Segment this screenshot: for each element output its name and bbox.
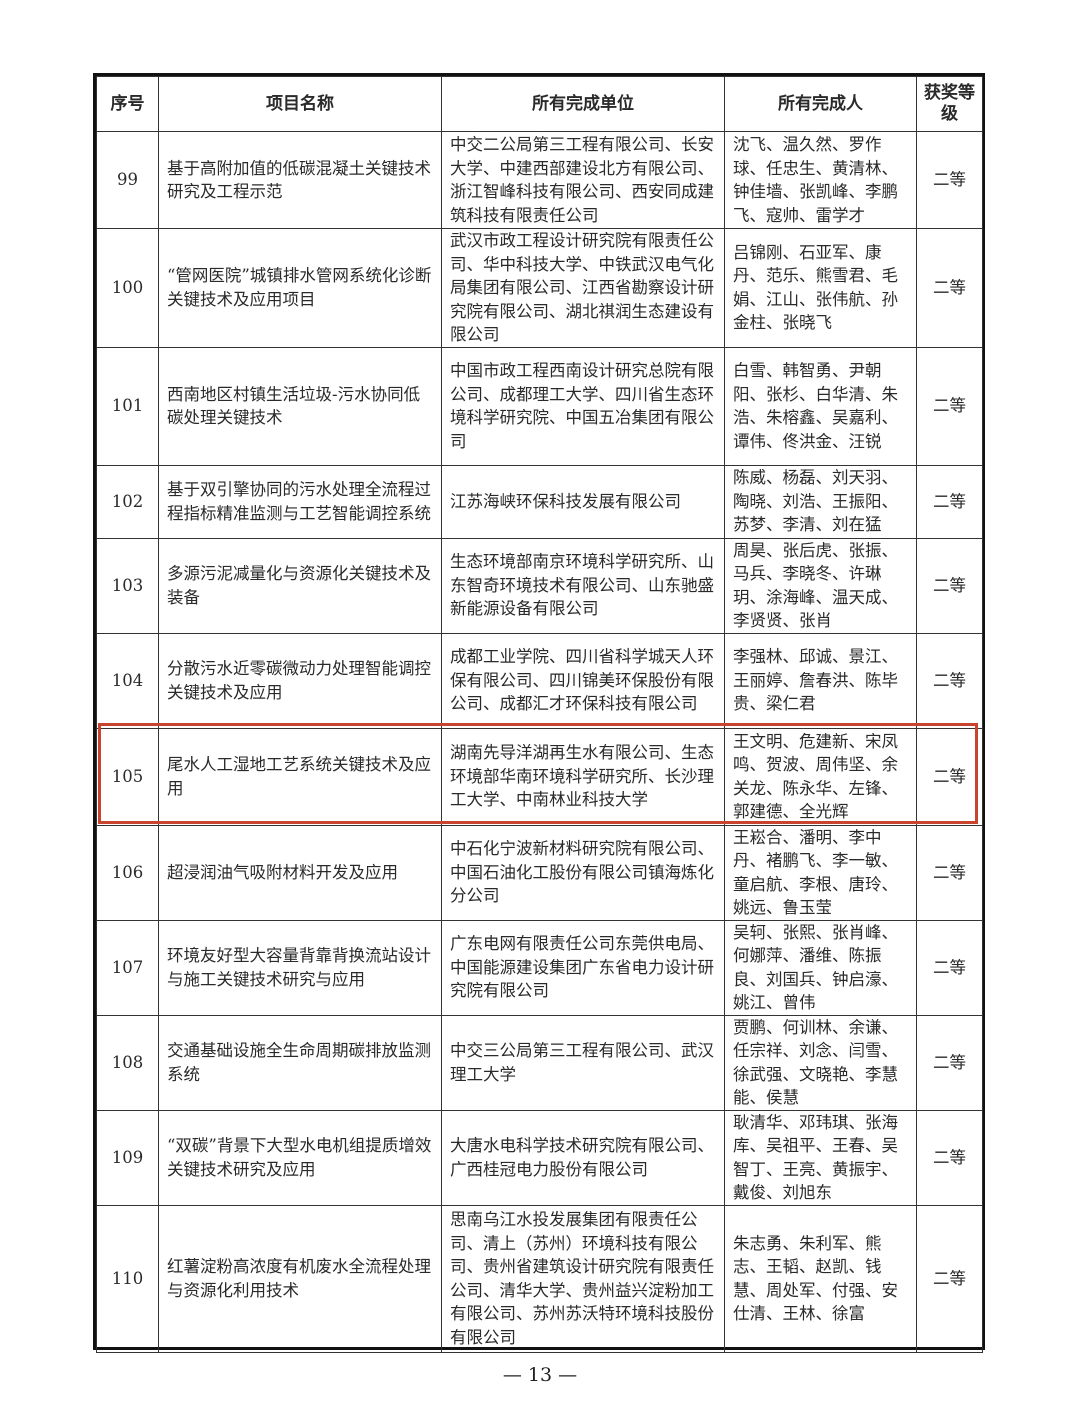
row-number: 100 [96, 228, 159, 348]
table-row: 99 基于高附加值的低碳混凝土关键技术研究及工程示范 中交二公局第三工程有限公司、长… [96, 131, 983, 229]
project-name: 西南地区村镇生活垃圾-污水协同低碳处理关键技术 [158, 346, 442, 466]
completing-units: 成都工业学院、四川省科学城天人环保有限公司、四川锦美环保股份有限公司、成都汇才环… [441, 632, 725, 729]
row-number: 104 [96, 632, 159, 729]
table-row: 108 交通基础设施全生命周期碳排放监测系统 中交三公局第三工程有限公司、武汉理工大… [96, 1014, 983, 1111]
completing-units: 湖南先导洋湖再生水有限公司、生态环境部华南环境科学研究所、长沙理工大学、中南林业… [441, 727, 725, 826]
completing-people: 周昊、张后虎、张振、马兵、李晓冬、许琳玥、涂海峰、温天成、李贤贤、张肖 [724, 537, 917, 634]
header-project-name: 项目名称 [158, 76, 442, 132]
completing-people: 王崧合、潘明、李中丹、褚鹏飞、李一敏、童启航、李根、唐玲、姚远、鲁玉莹 [724, 824, 917, 921]
row-number: 99 [96, 131, 159, 229]
project-name: “双碳”背景下大型水电机组提质增效关键技术研究及应用 [158, 1109, 442, 1206]
completing-people: 贾鹏、何训林、余谦、任宗祥、刘念、闫雪、徐武强、文晓艳、李慧能、侯慧 [724, 1014, 917, 1111]
award-level: 二等 [916, 228, 983, 348]
table-row: 109 “双碳”背景下大型水电机组提质增效关键技术研究及应用 大唐水电科学技术研究院… [96, 1109, 983, 1206]
project-name: 分散污水近零碳微动力处理智能调控关键技术及应用 [158, 632, 442, 729]
completing-units: 中石化宁波新材料研究院有限公司、中国石油化工股份有限公司镇海炼化分公司 [441, 824, 725, 921]
page-number: — 13 — [502, 1364, 578, 1386]
table-row: 107 环境友好型大容量背靠背换流站设计与施工关键技术研究与应用 广东电网有限责任公… [96, 919, 983, 1016]
project-name: 基于高附加值的低碳混凝土关键技术研究及工程示范 [158, 131, 442, 229]
project-name: 交通基础设施全生命周期碳排放监测系统 [158, 1014, 442, 1111]
header-units: 所有完成单位 [441, 76, 725, 132]
completing-people: 吴轲、张熙、张肖峰、何娜萍、潘维、陈振良、刘国兵、钟启濠、姚江、曾伟 [724, 919, 917, 1016]
row-number: 103 [96, 537, 159, 634]
award-level: 二等 [916, 346, 983, 466]
row-number: 101 [96, 346, 159, 466]
award-level: 二等 [916, 537, 983, 634]
award-level: 二等 [916, 1109, 983, 1206]
table-row: 100 “管网医院”城镇排水管网系统化诊断关键技术及应用项目 武汉市政工程设计研究院… [96, 228, 983, 348]
project-name: 红薯淀粉高浓度有机废水全流程处理与资源化利用技术 [158, 1204, 442, 1353]
header-level: 获奖等级 [916, 76, 983, 132]
completing-people: 吕锦刚、石亚军、康丹、范乐、熊雪君、毛娟、江山、张伟航、孙金柱、张晓飞 [724, 228, 917, 348]
completing-units: 思南乌江水投发展集团有限责任公司、清上（苏州）环境科技有限公司、贵州省建筑设计研… [441, 1204, 725, 1353]
project-name: 环境友好型大容量背靠背换流站设计与施工关键技术研究与应用 [158, 919, 442, 1016]
completing-units: 广东电网有限责任公司东莞供电局、中国能源建设集团广东省电力设计研究院有限公司 [441, 919, 725, 1016]
table-row: 105 尾水人工湿地工艺系统关键技术及应用 湖南先导洋湖再生水有限公司、生态环境部华… [96, 727, 983, 826]
completing-units: 江苏海峡环保科技发展有限公司 [441, 464, 725, 539]
awards-table: 序号 项目名称 所有完成单位 所有完成人 获奖等级 99 基于高附加值的低碳混凝土… [96, 76, 983, 1353]
table-row: 106 超浸润油气吸附材料开发及应用 中石化宁波新材料研究院有限公司、中国石油化工股… [96, 824, 983, 921]
table-row: 110 红薯淀粉高浓度有机废水全流程处理与资源化利用技术 思南乌江水投发展集团有限责… [96, 1204, 983, 1353]
award-level: 二等 [916, 464, 983, 539]
project-name: 尾水人工湿地工艺系统关键技术及应用 [158, 727, 442, 826]
completing-people: 白雪、韩智勇、尹朝阳、张杉、白华清、朱浩、朱榕鑫、吴嘉利、谭伟、佟洪金、汪锐 [724, 346, 917, 466]
award-level: 二等 [916, 1204, 983, 1353]
completing-units: 生态环境部南京环境科学研究所、山东智奇环境技术有限公司、山东驰盛新能源设备有限公… [441, 537, 725, 634]
award-level: 二等 [916, 824, 983, 921]
award-level: 二等 [916, 919, 983, 1016]
award-level: 二等 [916, 632, 983, 729]
project-name: “管网医院”城镇排水管网系统化诊断关键技术及应用项目 [158, 228, 442, 348]
completing-people: 陈威、杨磊、刘天羽、陶晓、刘浩、王振阳、苏梦、李清、刘在猛 [724, 464, 917, 539]
completing-people: 朱志勇、朱利军、熊志、王韬、赵凯、钱慧、周处军、付强、安仕清、王林、徐富 [724, 1204, 917, 1353]
row-number: 106 [96, 824, 159, 921]
table-row: 101 西南地区村镇生活垃圾-污水协同低碳处理关键技术 中国市政工程西南设计研究总院… [96, 346, 983, 466]
table-header-row: 序号 项目名称 所有完成单位 所有完成人 获奖等级 [96, 76, 983, 132]
award-level: 二等 [916, 131, 983, 229]
row-number: 102 [96, 464, 159, 539]
project-name: 基于双引擎协同的污水处理全流程过程指标精准监测与工艺智能调控系统 [158, 464, 442, 539]
completing-people: 李强林、邱诚、景江、王丽婷、詹春洪、陈毕贵、梁仁君 [724, 632, 917, 729]
row-number: 105 [96, 727, 159, 826]
award-level: 二等 [916, 727, 983, 826]
completing-people: 王文明、危建新、宋凤鸣、贺波、周伟坚、余关龙、陈永华、左锋、郭建德、全光辉 [724, 727, 917, 826]
row-number: 109 [96, 1109, 159, 1206]
project-name: 多源污泥减量化与资源化关键技术及装备 [158, 537, 442, 634]
project-name: 超浸润油气吸附材料开发及应用 [158, 824, 442, 921]
completing-people: 沈飞、温久然、罗作球、任忠生、黄清林、钟佳墙、张凯峰、李鹏飞、寇帅、雷学才 [724, 131, 917, 229]
completing-units: 武汉市政工程设计研究院有限责任公司、华中科技大学、中铁武汉电气化局集团有限公司、… [441, 228, 725, 348]
completing-units: 中交二公局第三工程有限公司、长安大学、中建西部建设北方有限公司、浙江智峰科技有限… [441, 131, 725, 229]
row-number: 107 [96, 919, 159, 1016]
award-level: 二等 [916, 1014, 983, 1111]
table-row: 102 基于双引擎协同的污水处理全流程过程指标精准监测与工艺智能调控系统 江苏海峡环… [96, 464, 983, 539]
table-row: 104 分散污水近零碳微动力处理智能调控关键技术及应用 成都工业学院、四川省科学城天… [96, 632, 983, 729]
completing-people: 耿清华、邓玮琪、张海库、吴祖平、王春、吴智丁、王亮、黄振宇、戴俊、刘旭东 [724, 1109, 917, 1206]
header-no: 序号 [96, 76, 159, 132]
row-number: 110 [96, 1204, 159, 1353]
completing-units: 中国市政工程西南设计研究总院有限公司、成都理工大学、四川省生态环境科学研究院、中… [441, 346, 725, 466]
completing-units: 大唐水电科学技术研究院有限公司、广西桂冠电力股份有限公司 [441, 1109, 725, 1206]
table-row: 103 多源污泥减量化与资源化关键技术及装备 生态环境部南京环境科学研究所、山东智奇… [96, 537, 983, 634]
row-number: 108 [96, 1014, 159, 1111]
completing-units: 中交三公局第三工程有限公司、武汉理工大学 [441, 1014, 725, 1111]
header-people: 所有完成人 [724, 76, 917, 132]
